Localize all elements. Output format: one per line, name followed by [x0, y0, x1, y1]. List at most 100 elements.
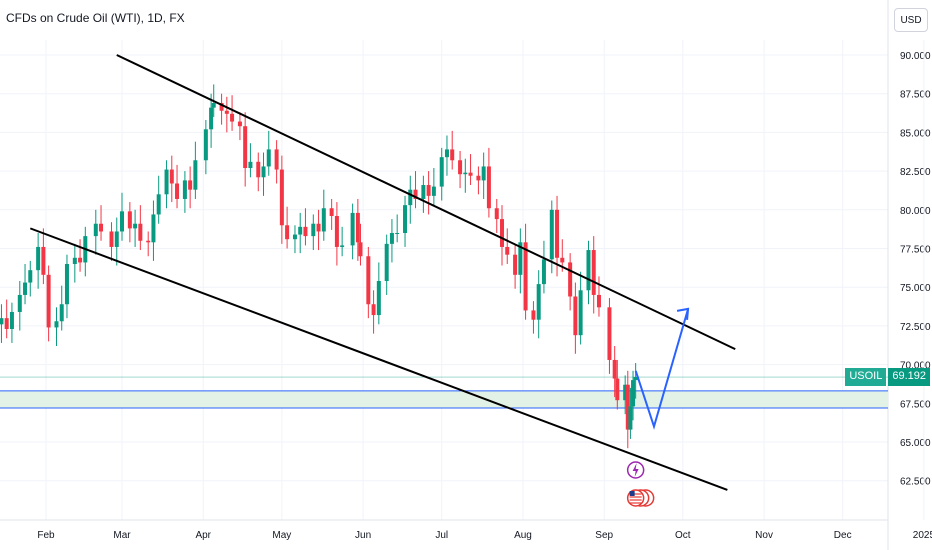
- candle-body: [560, 257, 565, 263]
- y-tick-label: 72.500: [900, 322, 931, 333]
- candle-body: [476, 175, 481, 181]
- candle-body: [439, 157, 444, 187]
- candle-body: [193, 160, 198, 190]
- candle-body: [156, 194, 161, 215]
- candle-body: [413, 189, 418, 199]
- candle-body: [513, 254, 518, 275]
- candle-body: [17, 294, 22, 312]
- candle-body: [395, 233, 400, 235]
- candle-body: [4, 318, 9, 329]
- candle-body: [494, 208, 499, 220]
- y-tick-label: 90.000: [900, 51, 931, 62]
- candle-body: [303, 226, 308, 237]
- candle-body: [607, 307, 612, 360]
- candle-body: [625, 384, 630, 430]
- candle-body: [628, 406, 633, 430]
- candle-body: [127, 211, 132, 229]
- candle-body: [463, 172, 468, 175]
- candle-body: [623, 384, 628, 401]
- y-tick-label: 67.500: [900, 399, 931, 410]
- candle-body: [536, 284, 541, 320]
- candle-body: [203, 129, 208, 161]
- candle-body: [591, 250, 596, 295]
- candle-body: [329, 208, 334, 216]
- candle-body: [366, 256, 371, 305]
- candle-body: [182, 180, 187, 199]
- projection-arrowhead: [676, 307, 690, 320]
- x-tick-label: Jun: [355, 530, 371, 541]
- candle-body: [224, 110, 229, 114]
- candle-body: [9, 311, 14, 329]
- candle-body: [371, 304, 376, 316]
- candle-body: [389, 233, 394, 244]
- candle-body: [631, 380, 636, 407]
- candle-body: [334, 215, 339, 247]
- candle-body: [573, 296, 578, 336]
- y-tick-label: 87.500: [900, 90, 931, 101]
- last-price-tag: USOIL 69.192: [845, 368, 930, 386]
- candle-body: [23, 282, 28, 295]
- candle-body: [403, 205, 408, 234]
- candle-body: [468, 172, 473, 176]
- candle-body: [568, 262, 573, 297]
- candle-body: [133, 223, 138, 229]
- x-tick-label: Apr: [195, 530, 211, 541]
- candle-body: [0, 318, 4, 325]
- candle-body: [64, 263, 69, 305]
- candle-body: [274, 149, 279, 170]
- y-tick-label: 65.000: [900, 438, 931, 449]
- last-price-label: 69.192: [888, 368, 930, 386]
- candle-body: [500, 219, 504, 247]
- candle-body: [486, 166, 491, 209]
- lightning-icon-glyph: [632, 463, 639, 477]
- candle-body: [146, 240, 151, 243]
- candle-body: [321, 208, 326, 232]
- candle-body: [138, 223, 143, 241]
- candle-body: [211, 102, 216, 108]
- candle-body: [431, 186, 436, 196]
- candle-body: [358, 242, 363, 257]
- channel-lower-line: [29, 227, 728, 491]
- candle-body: [555, 209, 560, 258]
- candle-body: [458, 160, 463, 175]
- candle-body: [408, 189, 413, 206]
- symbol-label: USOIL: [845, 368, 887, 386]
- candle-body: [612, 359, 617, 379]
- candle-body: [285, 225, 290, 240]
- candle-body: [541, 259, 546, 285]
- candle-body: [376, 281, 381, 316]
- candle-body: [384, 243, 389, 282]
- candle-body: [99, 223, 104, 232]
- candle-body: [426, 185, 431, 196]
- candle-body: [596, 294, 601, 308]
- x-tick-label: Feb: [37, 530, 55, 541]
- candle-body: [175, 183, 180, 199]
- candle-body: [54, 321, 59, 328]
- candle-body: [444, 149, 449, 158]
- candle-body: [28, 270, 33, 283]
- support-zone: [0, 390, 888, 408]
- candle-body: [256, 161, 261, 178]
- y-tick-label: 82.500: [900, 167, 931, 178]
- candle-body: [93, 223, 98, 237]
- candle-body: [120, 211, 124, 232]
- candle-body: [230, 113, 235, 122]
- candle-body: [169, 169, 174, 184]
- x-tick-label: Sep: [595, 530, 613, 541]
- candle-body: [41, 246, 46, 275]
- projection-path: [634, 308, 690, 430]
- candle-body: [243, 126, 248, 169]
- y-tick-label: 77.500: [900, 245, 931, 256]
- candle-body: [36, 246, 41, 271]
- candle-body: [188, 180, 193, 190]
- x-tick-label: Aug: [514, 530, 532, 541]
- candle-body: [78, 257, 83, 263]
- currency-button[interactable]: USD: [894, 8, 928, 32]
- y-tick-label: 70.000: [900, 361, 931, 372]
- x-tick-label: Mar: [113, 530, 131, 541]
- candle-body: [450, 149, 455, 161]
- candle-body: [298, 226, 303, 235]
- candle-body: [316, 223, 321, 232]
- candle-body: [219, 102, 224, 111]
